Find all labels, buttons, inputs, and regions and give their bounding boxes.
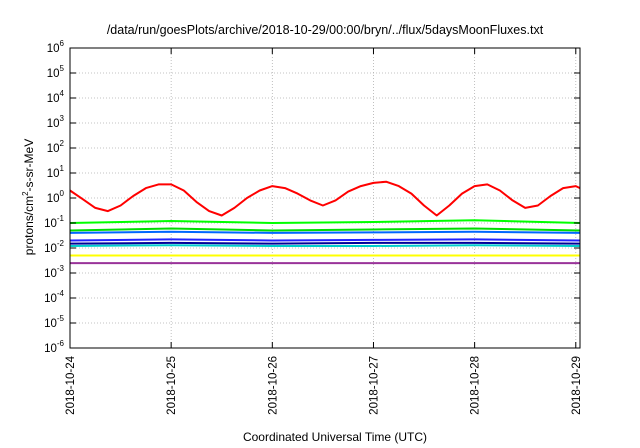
y-axis-label-base: protons/cm (22, 196, 36, 255)
x-axis-ticks: 2018-10-24 2018-10-25 2018-10-26 2018-10-27… (65, 48, 583, 415)
y-tick-label: 10-2 (44, 239, 64, 255)
y-tick-label: 104 (47, 89, 65, 105)
x-tick-label: 2018-10-26 (267, 356, 279, 415)
x-tick-label: 2018-10-28 (470, 356, 482, 415)
y-tick-label: 105 (47, 64, 65, 80)
series-line-4 (69, 230, 581, 234)
y-tick-label: 103 (47, 114, 65, 130)
series-line-1 (69, 180, 581, 217)
series-line-6 (69, 238, 581, 242)
y-axis-label-rest: -s-sr-MeV (22, 139, 36, 192)
y-tick-label: 10-4 (44, 289, 64, 305)
y-axis-label: protons/cm2-s-sr-MeV (21, 139, 36, 255)
grid-lines (69, 48, 580, 348)
y-tick-label: 100 (47, 189, 65, 205)
y-tick-label: 10-1 (44, 214, 64, 230)
y-axis-ticks: 10-6 10-5 10-4 10-3 10-2 10-1 100 101 102 103 104 1… (44, 39, 580, 355)
y-tick-label: 10-5 (44, 314, 64, 330)
y-tick-label: 10-3 (44, 264, 64, 280)
y-tick-label: 101 (47, 164, 65, 180)
series-line-2 (69, 219, 581, 224)
x-tick-label: 2018-10-27 (368, 356, 380, 415)
y-axis-label-exp: 2 (21, 191, 30, 196)
x-tick-label: 2018-10-25 (166, 356, 178, 415)
series-line-5 (69, 244, 581, 247)
x-tick-label: 2018-10-29 (571, 356, 583, 415)
series-group (69, 180, 581, 265)
x-axis-label: Coordinated Universal Time (UTC) (243, 430, 427, 444)
x-tick-label: 2018-10-24 (65, 355, 77, 414)
series-line-7 (69, 241, 581, 245)
y-tick-label: 102 (47, 139, 65, 155)
y-tick-label: 10-6 (44, 339, 64, 355)
chart-title: /data/run/goesPlots/archive/2018-10-29/0… (107, 23, 544, 37)
series-line-3 (69, 227, 581, 232)
y-tick-label: 106 (47, 39, 65, 55)
